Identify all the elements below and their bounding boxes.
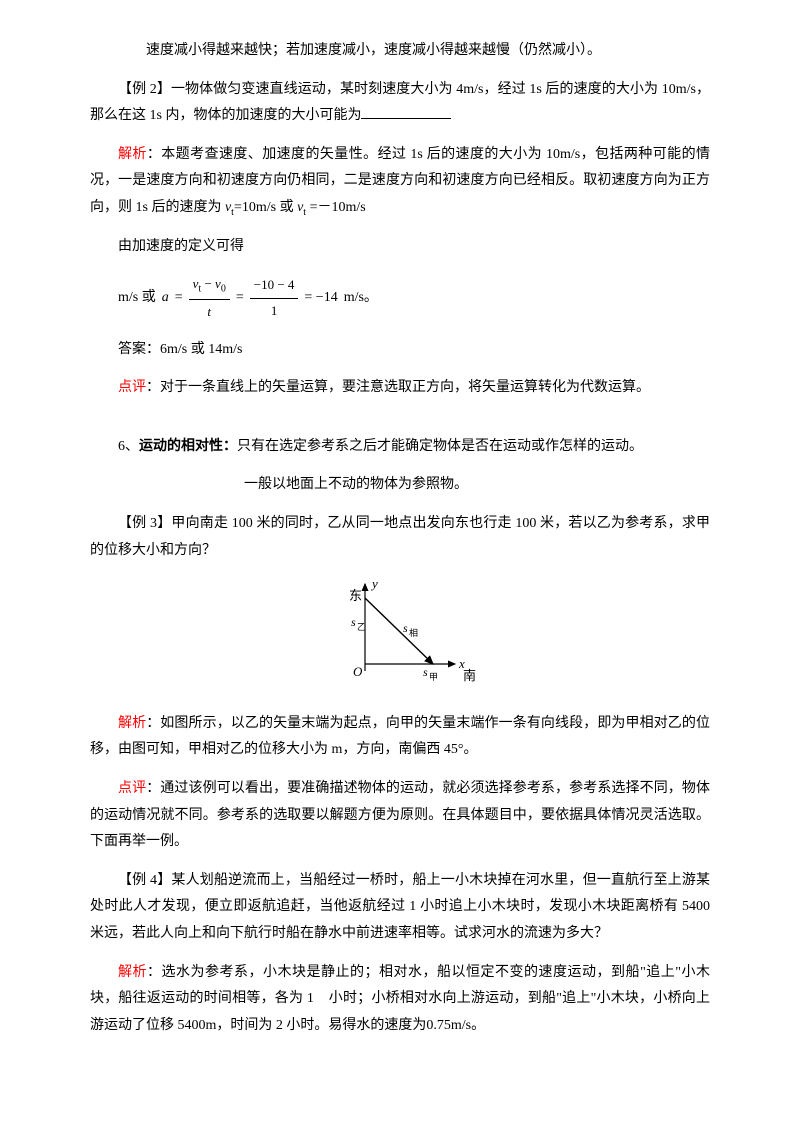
n2: −10 − 4 bbox=[250, 273, 299, 299]
dg-south: 南 bbox=[463, 668, 476, 683]
frac-2: −10 − 4 1 bbox=[250, 273, 299, 323]
sec6-title: 运动的相对性： bbox=[139, 439, 237, 454]
example-4: 【例 4】某人划船逆流而上，当船经过一桥时，船上一小木块掉在河水里，但一直航行至… bbox=[90, 868, 710, 948]
dg-east: 东 bbox=[349, 588, 362, 603]
analysis2-label: 解析 bbox=[118, 147, 147, 162]
comment-3: 点评：通过该例可以看出，要准确描述物体的运动，就必须选择参考系，参考系选择不同，… bbox=[90, 776, 710, 856]
eq1: =10m/s 或 bbox=[234, 200, 297, 215]
analysis-4: 解析：选水为参考系，小木块是静止的；相对水，船以恒定不变的速度运动，到船"追上"… bbox=[90, 960, 710, 1040]
d2: 1 bbox=[267, 299, 282, 324]
defn-line: 由加速度的定义可得 bbox=[90, 234, 710, 261]
answer-line: 答案：6m/s 或 14m/s bbox=[90, 337, 710, 364]
dg-y: y bbox=[370, 576, 378, 591]
example-3: 【例 3】甲向南走 100 米的同时，乙从同一地点出发向东也行走 100 米，若… bbox=[90, 511, 710, 564]
formula-result: = −14 bbox=[304, 285, 337, 312]
spacer bbox=[90, 414, 710, 422]
section-6: 6、运动的相对性：只有在选定参考系之后才能确定物体是否在运动或作怎样的运动。 bbox=[90, 434, 710, 461]
ex2-label: 【例 2】 bbox=[118, 82, 171, 97]
ex3-text: 甲向南走 100 米的同时，乙从同一地点出发向东也行走 100 米，若以乙为参考… bbox=[90, 516, 710, 558]
frac-1: vt − v0 t bbox=[189, 272, 230, 324]
comment2-label: 点评 bbox=[118, 380, 146, 395]
dg-sj-sub: 甲 bbox=[429, 672, 438, 682]
blank-line bbox=[361, 105, 451, 119]
d1: t bbox=[207, 304, 211, 319]
comment-2: 点评：对于一条直线上的矢量运算，要注意选取正方向，将矢量运算转化为代数运算。 bbox=[90, 375, 710, 402]
vector-diagram: 东 y x 南 O s 乙 s 甲 s 相 bbox=[90, 576, 710, 697]
ex4-label: 【例 4】 bbox=[118, 873, 171, 888]
dg-sy-sub: 乙 bbox=[357, 622, 366, 632]
dg-sj: s bbox=[423, 665, 428, 679]
analysis4-label: 解析 bbox=[118, 965, 147, 980]
ex3-label: 【例 3】 bbox=[118, 516, 171, 531]
analysis2-text: ：本题考查速度、加速度的矢量性。经过 1s 后的速度的大小为 10m/s，包括两… bbox=[90, 147, 710, 215]
analysis3-text: ：如图所示，以乙的矢量末端为起点，向甲的矢量末端作一条有向线段，即为甲相对乙的位… bbox=[90, 716, 710, 758]
dg-sx-sub: 相 bbox=[409, 627, 418, 638]
formula-a: a bbox=[162, 285, 169, 312]
formula-pre: m/s 或 bbox=[118, 285, 156, 312]
analysis-2: 解析：本题考查速度、加速度的矢量性。经过 1s 后的速度的大小为 10m/s，包… bbox=[90, 142, 710, 222]
ex4-text: 某人划船逆流而上，当船经过一桥时，船上一小木块掉在河水里，但一直航行至上游某处时… bbox=[90, 873, 710, 941]
analysis4-gap bbox=[314, 991, 329, 1006]
n1s0: 0 bbox=[221, 284, 226, 295]
formula-eq2: = bbox=[236, 285, 244, 312]
dg-sy: s bbox=[351, 615, 356, 629]
formula-unit: m/s。 bbox=[344, 285, 378, 312]
formula-row: m/s 或 a = vt − v0 t = −10 − 4 1 = −14 m/… bbox=[118, 272, 710, 324]
comment3-label: 点评 bbox=[118, 781, 146, 796]
example-2: 【例 2】一物体做匀变速直线运动，某时刻速度大小为 4m/s，经过 1s 后的速… bbox=[90, 77, 710, 130]
intro-text: 速度减小得越来越快；若加速度减小，速度减小得越来越慢（仍然减小）。 bbox=[90, 38, 710, 65]
comment3-text: ：通过该例可以看出，要准确描述物体的运动，就必须选择参考系，参考系选择不同，物体… bbox=[90, 781, 710, 849]
n1m: − bbox=[201, 276, 215, 291]
dg-sx: s bbox=[403, 621, 408, 635]
sec6-text: 只有在选定参考系之后才能确定物体是否在运动或作怎样的运动。 bbox=[237, 439, 643, 454]
formula-eq1: = bbox=[175, 285, 183, 312]
sec6-num: 6、 bbox=[118, 439, 139, 454]
section-6-line2: 一般以地面上不动的物体为参照物。 bbox=[90, 472, 710, 499]
comment2-text: ：对于一条直线上的矢量运算，要注意选取正方向，将矢量运算转化为代数运算。 bbox=[146, 380, 650, 395]
eq2: =－10m/s bbox=[306, 200, 366, 215]
analysis3-label: 解析 bbox=[118, 716, 146, 731]
dg-O: O bbox=[353, 664, 363, 679]
analysis-3: 解析：如图所示，以乙的矢量末端为起点，向甲的矢量末端作一条有向线段，即为甲相对乙… bbox=[90, 711, 710, 764]
